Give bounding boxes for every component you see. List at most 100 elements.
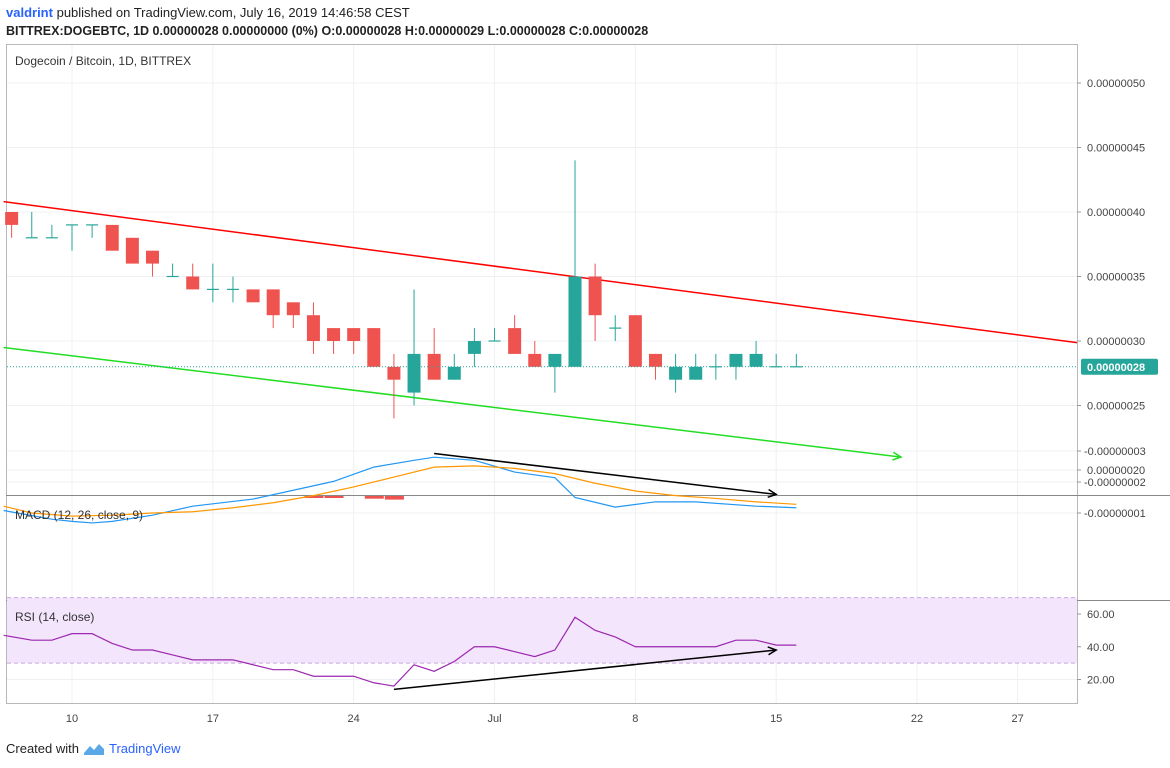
macd-histogram-bar (364, 496, 384, 499)
candle (488, 328, 501, 342)
candle-body (125, 237, 139, 264)
last-price-tag: 0.00000028 (1081, 358, 1158, 375)
price-tick-label: 0.00000050 (1087, 78, 1145, 90)
close-value: 0.00000028 (582, 24, 649, 38)
macd-divergence-arrow (434, 452, 778, 499)
macd-histogram-bar (384, 496, 404, 500)
price-tick-label: 0.00000020 (1087, 465, 1145, 477)
price-tick-label: 0.00000030 (1087, 336, 1145, 348)
candle (770, 353, 783, 368)
macd-tick-label: -0.00000001 (1084, 508, 1146, 520)
price-tick-label: 0.00000045 (1087, 143, 1145, 155)
candle (145, 250, 159, 277)
candle-body (407, 353, 421, 393)
rsi-axis[interactable]: 60.00 40.00 20.00 (1077, 609, 1115, 687)
time-tick-label: 24 (348, 713, 360, 725)
candle-body (508, 328, 522, 354)
low-value: 0.00000028 (499, 24, 566, 38)
candle (669, 353, 683, 393)
publish-line: valdrint published on TradingView.com, J… (6, 4, 648, 22)
candle (367, 328, 381, 367)
time-tick-label: 8 (632, 713, 638, 725)
candle-body (427, 353, 441, 380)
candle (609, 315, 622, 341)
support-trendline-head (892, 451, 903, 461)
candle (548, 353, 562, 393)
macd-line (3, 456, 797, 524)
candle (226, 276, 239, 303)
candle (206, 263, 219, 303)
rsi-band (7, 597, 1077, 664)
price-title: Dogecoin / Bitcoin, 1D, BITTREX (15, 54, 191, 68)
candle-body (467, 341, 481, 354)
candle-body (327, 328, 341, 341)
gridlines (7, 45, 1077, 703)
candle-body (648, 353, 662, 367)
candle-body (5, 212, 19, 225)
rsi-line (3, 616, 797, 687)
low-label: L: (487, 24, 500, 38)
tradingview-logo-icon (83, 743, 104, 755)
change-value: 0.00000028 0.00000000 (0%) (152, 24, 318, 38)
candle (689, 353, 703, 380)
candle (749, 341, 763, 367)
open-value: 0.00000028 (335, 24, 402, 38)
candle-body (145, 250, 159, 264)
candle-body (105, 224, 119, 251)
rsi-tick-label: 40.00 (1087, 642, 1115, 654)
rsi-tick-label: 20.00 (1087, 675, 1115, 687)
price-tick-label: 0.00000025 (1087, 401, 1145, 413)
candle (427, 328, 441, 380)
footer: Created with TradingView (6, 741, 181, 756)
candle (628, 315, 642, 367)
author-link[interactable]: valdrint (6, 5, 53, 20)
candle-body (528, 353, 542, 367)
macd-lines (3, 456, 797, 524)
candle (347, 328, 361, 354)
candle (306, 302, 320, 354)
candle-body (628, 315, 642, 367)
rsi-title: RSI (14, close) (15, 610, 94, 624)
price-axis[interactable]: 0.00000050 0.00000045 0.00000040 0.00000035… (1077, 78, 1145, 477)
resistance-trendline (3, 200, 1078, 344)
high-value: 0.00000029 (418, 24, 485, 38)
rsi-divergence-head (767, 646, 778, 656)
candle (125, 237, 139, 264)
candle-body (347, 328, 361, 341)
publish-info: published on TradingView.com, July 16, 2… (56, 5, 410, 20)
candle (327, 328, 341, 354)
close-label: C: (568, 24, 583, 38)
last-price-label: 0.00000028 (1087, 362, 1145, 374)
time-tick-label: 17 (207, 713, 219, 725)
candle-body (246, 289, 260, 303)
candles (5, 160, 803, 419)
signal-line (3, 465, 797, 517)
time-axis[interactable]: 10 17 24 Jul 8 15 22 27 (66, 713, 1024, 725)
support-trendline-line (3, 346, 902, 458)
candle-body (367, 328, 381, 367)
open-label: O: (321, 24, 336, 38)
candle (266, 289, 280, 329)
macd-histogram (304, 496, 404, 500)
tradingview-link[interactable]: TradingView (108, 741, 181, 756)
rsi-tick-label: 60.00 (1087, 609, 1115, 621)
candle-body (689, 366, 703, 380)
candle (25, 212, 38, 239)
time-tick-label: 15 (770, 713, 782, 725)
candle (66, 224, 78, 251)
candle (166, 263, 179, 278)
candle (86, 224, 99, 238)
time-tick-label: 27 (1012, 713, 1024, 725)
rsi-series (3, 616, 797, 687)
candle-body (548, 353, 562, 367)
macd-title: MACD (12, 26, close, 9) (15, 508, 143, 522)
candle-body (568, 276, 582, 367)
candle (528, 341, 542, 367)
macd-histogram-bar (304, 496, 324, 498)
time-tick-label: 10 (66, 713, 78, 725)
macd-axis[interactable]: -0.00000001 -0.00000002 -0.00000003 (1077, 446, 1146, 520)
time-tick-label: 22 (911, 713, 923, 725)
candle-body (286, 302, 300, 316)
candle (105, 224, 119, 251)
